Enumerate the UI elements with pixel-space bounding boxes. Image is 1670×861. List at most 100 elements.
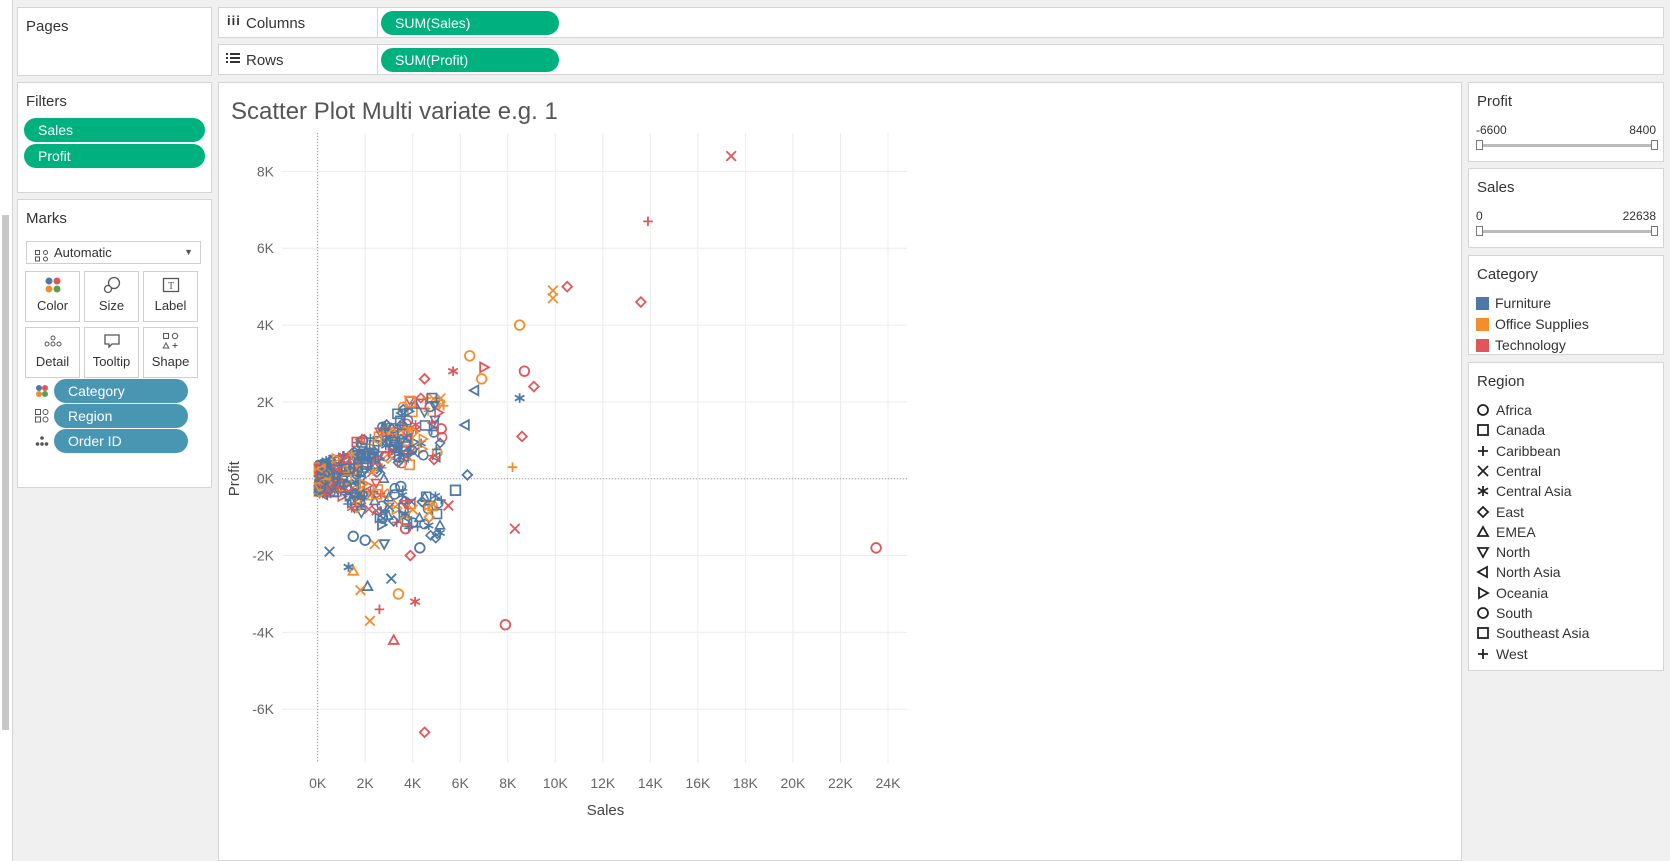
pages-panel[interactable]: Pages [17, 7, 212, 76]
scatter-point[interactable] [527, 380, 540, 393]
scatter-point[interactable] [355, 466, 367, 478]
scatter-point[interactable] [418, 726, 431, 739]
scatter-point[interactable] [354, 584, 366, 596]
scatter-point[interactable] [340, 452, 353, 464]
scatter-point[interactable] [363, 504, 374, 515]
scatter-point[interactable] [387, 514, 400, 528]
scatter-point[interactable] [431, 528, 443, 540]
scatter-point[interactable] [442, 500, 454, 512]
scatter-point[interactable] [370, 478, 382, 490]
scatter-point[interactable] [458, 418, 470, 432]
detail-button[interactable]: Detail [25, 327, 80, 378]
profit-slider-track[interactable] [1479, 144, 1654, 147]
legend-item-furniture[interactable]: Furniture [1476, 293, 1551, 313]
scatter-point[interactable] [380, 418, 393, 432]
scatter-point[interactable] [461, 468, 474, 481]
scatter-point[interactable] [416, 495, 429, 508]
scatter-point[interactable] [404, 396, 417, 408]
marks-panel[interactable]: Marks Automatic ▼ Color Size T Label Det… [17, 199, 212, 488]
scatter-point[interactable] [435, 423, 447, 435]
scatter-point[interactable] [392, 588, 405, 600]
scatter-point[interactable] [434, 437, 446, 449]
scatter-point[interactable] [434, 406, 445, 419]
scatter-point[interactable] [377, 472, 390, 483]
legend-item-caribbean[interactable]: Caribbean [1476, 441, 1561, 461]
scatter-point[interactable] [374, 452, 386, 465]
scatter-point[interactable] [430, 451, 441, 464]
filters-panel[interactable]: Filters Sales Profit [17, 82, 212, 193]
profit-slider-right-handle[interactable] [1651, 140, 1658, 150]
scatter-point[interactable] [394, 415, 406, 427]
legend-item-central[interactable]: Central [1476, 461, 1541, 481]
scatter-point[interactable] [364, 447, 375, 459]
scatter-point[interactable] [357, 433, 367, 443]
scatter-point[interactable] [377, 518, 389, 532]
marks-region-pill[interactable]: Region [54, 404, 188, 428]
tooltip-button[interactable]: Tooltip [84, 327, 139, 378]
scatter-point[interactable] [356, 500, 367, 510]
sales-slider-right-handle[interactable] [1651, 226, 1658, 236]
scatter-point[interactable] [375, 464, 386, 475]
scatter-point[interactable] [426, 392, 438, 404]
legend-item-north-asia[interactable]: North Asia [1476, 562, 1561, 582]
scatter-point[interactable] [419, 420, 431, 431]
scatter-point[interactable] [515, 430, 529, 443]
scatter-point[interactable] [364, 615, 376, 627]
scatter-point[interactable] [382, 491, 395, 502]
scatter-point[interactable] [356, 465, 368, 477]
scatter-point[interactable] [339, 462, 351, 474]
scatter-point[interactable] [514, 393, 525, 403]
legend-item-technology[interactable]: Technology [1476, 335, 1566, 355]
scatter-point[interactable] [322, 466, 334, 479]
scatter-point[interactable] [464, 350, 476, 362]
legend-item-west[interactable]: West [1476, 644, 1528, 664]
scatter-point[interactable] [426, 500, 439, 512]
scatter-point[interactable] [467, 384, 480, 397]
scatter-point[interactable] [547, 285, 559, 296]
scatter-point[interactable] [417, 449, 429, 461]
scatter-point[interactable] [340, 463, 352, 475]
scatter-point[interactable] [344, 490, 356, 503]
scatter-point[interactable] [359, 534, 371, 546]
legend-item-south[interactable]: South [1476, 603, 1533, 623]
columns-shelf[interactable]: iii Columns SUM(Sales) [218, 7, 1664, 38]
scatter-point[interactable] [414, 542, 426, 554]
scatter-point[interactable] [518, 365, 531, 377]
scatter-point[interactable] [410, 420, 421, 430]
view-panel[interactable]: Scatter Plot Multi variate e.g. 1 0K 2K 4K… [218, 82, 1462, 861]
legend-item-north[interactable]: North [1476, 542, 1530, 562]
legend-item-central-asia[interactable]: Central Asia [1476, 481, 1571, 501]
scatter-point[interactable] [377, 539, 391, 551]
scatter-point[interactable] [402, 414, 414, 426]
filter-profit-pill[interactable]: Profit [24, 144, 205, 168]
scatter-point[interactable] [330, 472, 341, 484]
legend-item-office-supplies[interactable]: Office Supplies [1476, 314, 1589, 334]
scatter-point[interactable] [499, 619, 512, 631]
sales-slider-left-handle[interactable] [1476, 226, 1483, 236]
filter-sales-pill[interactable]: Sales [24, 118, 205, 142]
scatter-point[interactable] [388, 439, 401, 451]
rows-shelf[interactable]: Rows SUM(Profit) [218, 44, 1664, 75]
legend-item-oceania[interactable]: Oceania [1476, 583, 1548, 603]
scatter-point[interactable] [475, 373, 488, 385]
scatter-point[interactable] [507, 462, 518, 473]
scatter-point[interactable] [347, 530, 359, 543]
scatter-point[interactable] [389, 452, 401, 464]
scatter-point[interactable] [348, 487, 360, 498]
scatter-point[interactable] [428, 453, 441, 466]
category-legend[interactable]: Category Furniture Office Supplies Techn… [1468, 255, 1664, 355]
legend-item-east[interactable]: East [1476, 502, 1524, 522]
mark-type-dropdown[interactable]: Automatic ▼ [26, 241, 201, 264]
scatter-point[interactable] [346, 503, 357, 513]
left-scrollbar[interactable] [2, 215, 9, 730]
scatter-point[interactable] [346, 564, 360, 576]
sales-filter-card[interactable]: Sales 0 22638 [1468, 168, 1664, 248]
scatter-point[interactable] [430, 491, 441, 501]
scatter-point[interactable] [370, 454, 383, 465]
scatter-point[interactable] [395, 480, 407, 493]
scatter-point[interactable] [333, 468, 344, 481]
scatter-point[interactable] [725, 150, 737, 162]
scatter-point[interactable] [369, 538, 381, 550]
scatter-point[interactable] [357, 434, 369, 446]
scatter-point[interactable] [371, 434, 383, 447]
